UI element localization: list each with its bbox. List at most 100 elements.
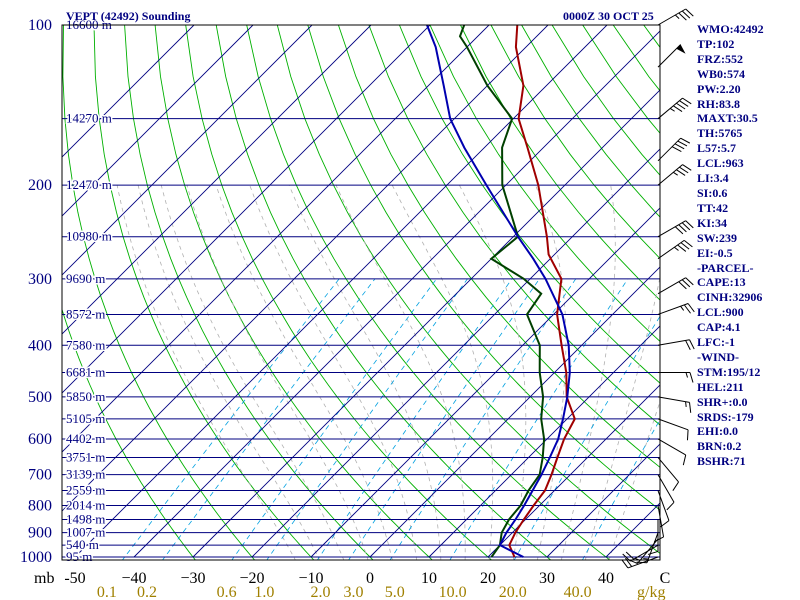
height-label: 540 m [66, 537, 99, 552]
mixing-ratio-tick-label: 10.0 [439, 584, 467, 600]
wind-barb-full [674, 226, 684, 235]
dry-adiabat-line [124, 25, 374, 560]
wind-barb-staff [657, 438, 686, 456]
mixing-ratio-unit-label: g/kg [637, 584, 665, 600]
moist-adiabat-line [335, 184, 466, 560]
wind-barb-full [685, 220, 694, 229]
pressure-tick-label: 1000 [20, 549, 52, 566]
mixing-ratio-line [513, 315, 660, 560]
index-cape: CAPE:13 [697, 275, 746, 290]
isotherm-line [62, 25, 313, 276]
plot-frame [61, 24, 661, 561]
pressure-tick-label: 300 [28, 271, 52, 288]
wind-barb-full [683, 239, 693, 248]
wind-barb-staff [657, 418, 689, 431]
temperature-tick-label: 20 [480, 570, 496, 587]
wind-barb-staff [657, 164, 683, 186]
index-lcl: LCL:963 [697, 156, 744, 171]
indices-panel: WMO:42492 TP:102 FRZ:552 WB0:574 PW:2.20… [697, 22, 797, 469]
height-label: 8572 m [66, 306, 105, 321]
wind-barb-staff [657, 277, 686, 295]
isotherm-line [546, 443, 660, 558]
index-parcel-header: -PARCEL- [697, 260, 754, 275]
moist-adiabat-line [186, 184, 369, 560]
height-label: 5850 m [66, 389, 105, 404]
pressure-tick-label: 600 [28, 431, 52, 448]
wind-barb-full [683, 304, 691, 314]
wind-barb-full [671, 146, 682, 153]
index-srds: SRDS:-179 [697, 409, 754, 424]
index-maxt: MAXT:30.5 [697, 111, 758, 126]
wind-barb-full [685, 277, 694, 286]
pressure-tick-label: 200 [28, 177, 52, 194]
mixing-ratio-line [121, 278, 340, 560]
index-rh: RH:83.8 [697, 96, 740, 111]
series-parcel-line [426, 25, 571, 558]
series-temperature-line [508, 25, 576, 558]
index-wmo: WMO:42492 [697, 22, 764, 36]
wind-barb-full [689, 402, 692, 413]
dry-adiabat-line [307, 25, 660, 511]
wind-barb-full [679, 166, 689, 174]
index-si: SI:0.6 [697, 185, 728, 200]
index-lcl-parcel: LCL:900 [697, 305, 744, 320]
index-tt: TT:42 [697, 200, 729, 215]
wind-barb-full [685, 8, 694, 17]
dry-adiabat-line [185, 25, 493, 560]
temperature-tick-label: 30 [539, 570, 555, 587]
wind-barb-full [681, 222, 691, 231]
wind-barb-staff [657, 220, 686, 238]
isotherm-line [133, 30, 660, 558]
wind-barb [657, 239, 693, 260]
wind-barb-half [669, 107, 675, 112]
index-stm: STM:195/12 [697, 364, 761, 379]
moist-adiabat-line [560, 185, 616, 560]
pressure-tick-label: 700 [28, 467, 52, 484]
index-brn: BRN:0.2 [697, 439, 742, 454]
height-label: 1007 m [66, 525, 105, 540]
wind-barb-staff [657, 303, 689, 315]
height-label: 6681 m [66, 365, 105, 380]
height-label: 9690 m [66, 271, 105, 286]
moist-adiabat-line [535, 184, 567, 560]
moist-adiabat-line [215, 184, 393, 560]
wind-barb-staff [657, 137, 681, 162]
index-ki: KI:34 [697, 215, 727, 230]
wind-barb-full [678, 12, 687, 21]
index-wind-header: -WIND- [697, 349, 739, 364]
wind-barb-full [677, 244, 687, 252]
moist-adiabat-line [584, 275, 660, 560]
index-shr: SHR+:0.0 [697, 394, 748, 409]
dry-adiabat-line [276, 25, 660, 554]
temperature-tick-label: 0 [366, 570, 374, 587]
dry-adiabat-line [398, 25, 660, 384]
wind-barb-staff [657, 474, 675, 503]
moist-adiabat-line [459, 184, 527, 560]
wind-barb [657, 164, 692, 186]
dry-adiabat-line [62, 307, 196, 560]
pressure-tick-label: 400 [28, 337, 52, 354]
wind-barb-half [673, 171, 678, 176]
mixing-ratio-tick-label: 20.0 [499, 584, 527, 600]
height-label: 2559 m [66, 483, 105, 498]
wind-barb-full [687, 303, 695, 313]
wind-barb-full [689, 339, 695, 350]
pressure-unit-label: mb [34, 570, 54, 587]
wind-barb-full [685, 340, 691, 350]
wind-barbs [621, 8, 695, 569]
wind-barb-full [686, 429, 689, 441]
isotherm-line [192, 89, 660, 558]
chart-datetime: 0000Z 30 OCT 25 [563, 9, 654, 23]
wind-barb [657, 457, 679, 491]
moist-adiabat-line [137, 185, 320, 560]
dry-adiabat-line [246, 25, 611, 560]
moist-adiabat-line [160, 184, 345, 560]
wind-barb-full [672, 481, 679, 491]
wind-barb-full [621, 559, 629, 569]
pressure-tick-label: 800 [28, 497, 52, 514]
index-lfc: LFC:-1 [697, 335, 735, 350]
height-label: 14270 m [66, 111, 112, 126]
wind-barb-staff [657, 457, 679, 483]
wind-barb-full [677, 140, 688, 147]
wind-barb-staff [657, 239, 685, 260]
